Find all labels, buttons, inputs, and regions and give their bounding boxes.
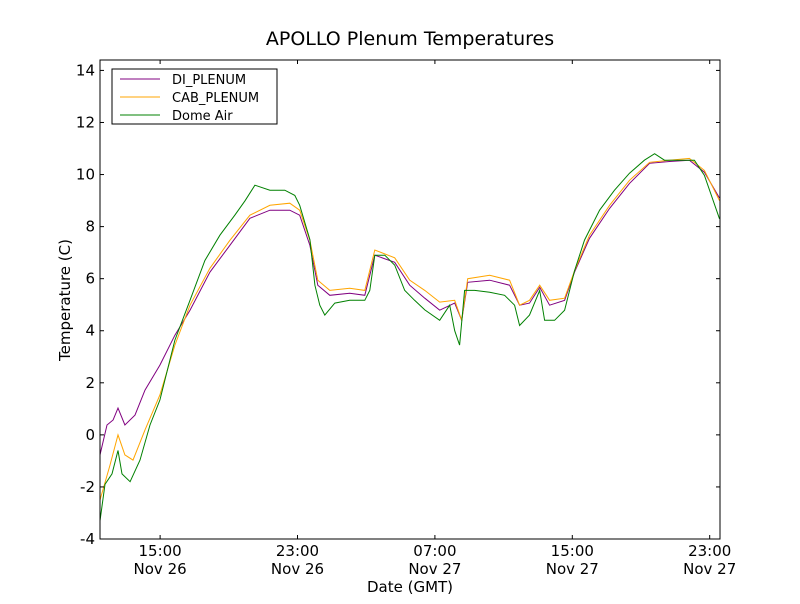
series-line-di-plenum — [99, 159, 720, 456]
plot-frame — [99, 59, 721, 540]
y-tick-label: 14 — [76, 61, 95, 79]
legend-label: CAB_PLENUM — [172, 91, 259, 106]
y-tick-label: 2 — [85, 374, 95, 392]
series-line-dome-air — [99, 153, 720, 521]
x-tick-date: Nov 27 — [683, 560, 736, 578]
series-layer — [99, 153, 720, 521]
x-tick-time: 07:00 — [413, 542, 456, 560]
y-tick-label: 10 — [76, 166, 95, 184]
y-tick-label: -4 — [80, 530, 95, 548]
y-tick-label: 0 — [85, 426, 95, 444]
y-tick-label: 12 — [76, 113, 95, 131]
y-tick-label: -2 — [80, 478, 95, 496]
x-tick-date: Nov 27 — [546, 560, 599, 578]
x-tick-time: 15:00 — [551, 542, 594, 560]
legend: DI_PLENUM CAB_PLENUM Dome Air — [111, 68, 278, 125]
y-tick-label: 6 — [85, 270, 95, 288]
y-tick-label: 8 — [85, 218, 95, 236]
x-tick-time: 23:00 — [688, 542, 731, 560]
y-axis-label: Temperature (C) — [56, 239, 74, 362]
legend-label: Dome Air — [172, 109, 233, 124]
x-tick-date: Nov 27 — [408, 560, 461, 578]
x-tick-date: Nov 26 — [271, 560, 324, 578]
x-axis-label: Date (GMT) — [367, 578, 453, 596]
x-tick-date: Nov 26 — [134, 560, 187, 578]
series-line-cab-plenum — [99, 157, 720, 501]
legend-label: DI_PLENUM — [172, 73, 246, 88]
x-tick-time: 23:00 — [276, 542, 319, 560]
chart-title: APOLLO Plenum Temperatures — [266, 28, 554, 50]
y-tick-label: 4 — [85, 322, 95, 340]
x-tick-time: 15:00 — [138, 542, 181, 560]
